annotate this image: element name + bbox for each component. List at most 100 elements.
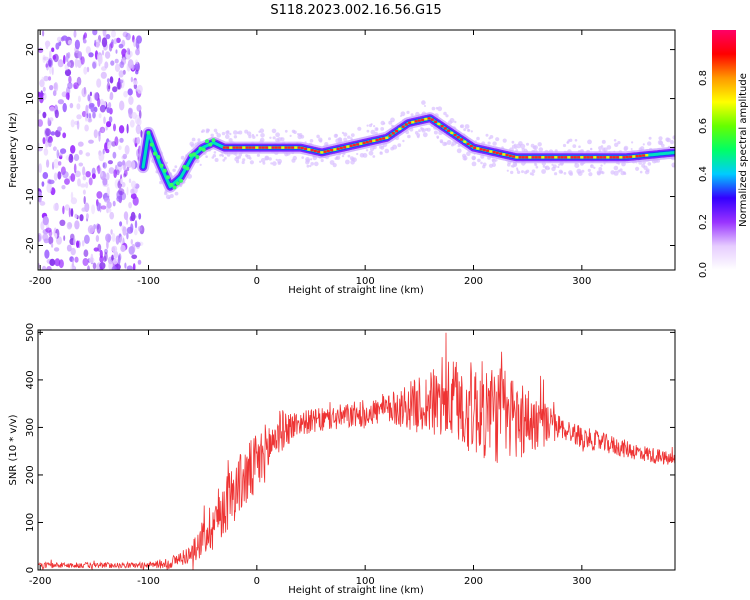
noise-blob [38,147,43,152]
noise-blob [126,123,129,134]
ridge-core-dot [146,130,151,135]
ridge-core-dot [172,185,177,190]
ridge-halo-dot [578,145,581,148]
ridge-halo-dot [572,144,577,149]
noise-blob [53,82,58,90]
noise-blob [103,197,111,203]
ridge-core-cell [625,155,629,159]
noise-blob [41,181,45,187]
ridge-halo-dot [233,130,238,135]
ridge-core-cell [430,118,434,121]
ridge-halo-dot [380,120,385,126]
ridge-halo-dot [390,124,394,128]
ridge-core-cell [313,149,317,153]
ridge-halo-dot [384,148,390,154]
ridge-halo-dot [590,164,593,167]
ridge-halo-dot [341,131,345,135]
ridge-halo-dot [603,147,608,152]
ridge-halo-dot [587,139,592,145]
ridge-core-dot [208,142,213,147]
noise-blob [74,213,78,219]
ridge-halo-dot [512,164,516,167]
ridge-halo-dot [482,162,487,167]
ridge-core-cell [473,146,477,149]
noise-blob [52,146,57,151]
snr-marks [38,332,675,570]
ridge-halo-dot [369,147,375,152]
ridge-halo-dot [439,139,444,143]
noise-blob [126,47,131,55]
ridge-halo-dot [617,169,621,173]
noise-blob [94,39,97,47]
noise-blob [115,49,118,54]
ridge-halo-dot [205,130,209,134]
noise-blob [113,169,117,179]
noise-blob [118,43,124,49]
noise-blob [123,211,129,221]
noise-blob [53,203,59,212]
noise-blob [111,254,114,261]
noise-blob [91,173,96,180]
noise-blob [52,54,57,60]
noise-blob [85,213,89,220]
noise-blob [135,39,140,50]
noise-blob [70,145,76,154]
noise-blob [67,39,73,45]
noise-blob [80,56,85,65]
ridge-halo-dot [236,160,240,164]
ridge-halo-dot [374,127,379,132]
ridge-halo-dot [191,137,196,142]
ridge-core-cell [638,154,642,158]
ridge-halo-dot [370,129,376,135]
noise-blob [81,240,85,247]
ridge-halo-dot [272,136,276,140]
ridge-core-cell [281,146,285,149]
ridge-core-cell [245,146,249,149]
ridge-core-cell [466,142,470,146]
ridge-halo-dot [574,163,580,168]
noise-blob [43,75,49,82]
ridge-halo-dot [470,130,473,133]
snr-ytick-label: 0 [25,567,36,573]
ridge-core-cell [378,138,382,141]
ridge-halo-dot [647,162,652,166]
ridge-halo-dot [280,137,283,140]
colorbar-tick-label: 0.0 [698,262,709,278]
ridge-core-cell [531,156,535,159]
ridge-core-dot [192,152,196,157]
ridge-halo-dot [480,161,483,165]
noise-blob [126,167,130,172]
ridge-halo-dot [264,155,270,161]
noise-blob [56,149,60,159]
ridge-core-cell [424,117,428,121]
noise-blob [73,153,80,162]
ridge-halo-dot [642,143,645,146]
noise-blob [102,178,108,186]
ridge-halo-dot [623,171,626,174]
noise-blob [58,161,62,166]
noise-blob [122,226,127,236]
ridge-halo-dot [598,146,602,150]
noise-blob [99,255,104,263]
noise-blob [128,178,132,183]
ridge-halo-dot [235,155,240,160]
ridge-core-cell [538,156,542,159]
noise-blob [78,162,84,167]
ridge-core-cell [375,138,379,142]
noise-blob [62,102,67,113]
ridge-halo-dot [256,153,260,157]
noise-blob [71,258,74,268]
ridge-core-cell [450,131,454,135]
ridge-halo-dot [400,111,406,117]
noise-blob [111,39,114,45]
ridge-halo-dot [269,136,272,139]
ridge-halo-dot [466,128,470,132]
ridge-halo-dot [201,129,205,133]
ridge-halo-dot [216,133,221,138]
ridge-core-dot [159,163,164,168]
noise-blob [122,153,128,160]
ridge-core-dot [169,182,174,187]
ridge-core-cell [476,147,480,150]
noise-blob [61,185,66,190]
ridge-halo-dot [566,140,570,144]
